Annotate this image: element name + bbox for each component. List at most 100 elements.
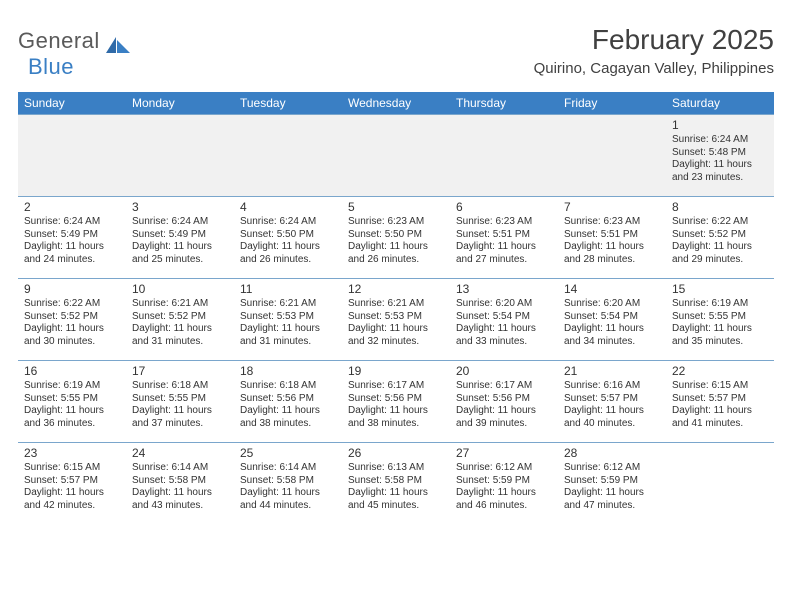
sunrise-line: Sunrise: 6:24 AM: [24, 216, 120, 229]
calendar-page: General Blue February 2025 Quirino, Caga…: [0, 0, 792, 543]
sunset-line: Sunset: 5:54 PM: [456, 311, 552, 324]
sunset-line: Sunset: 5:55 PM: [132, 393, 228, 406]
logo: General Blue: [18, 28, 130, 80]
daylight-line-2: and 41 minutes.: [672, 418, 768, 431]
day-number: 19: [348, 364, 444, 379]
sunrise-line: Sunrise: 6:12 AM: [564, 462, 660, 475]
day-cell: 26Sunrise: 6:13 AMSunset: 5:58 PMDayligh…: [342, 443, 450, 525]
daylight-line-2: and 35 minutes.: [672, 336, 768, 349]
calendar-body: 1Sunrise: 6:24 AMSunset: 5:48 PMDaylight…: [18, 115, 774, 525]
daylight-line-2: and 27 minutes.: [456, 254, 552, 267]
sunrise-line: Sunrise: 6:19 AM: [24, 380, 120, 393]
daylight-line-1: Daylight: 11 hours: [348, 323, 444, 336]
day-cell: 14Sunrise: 6:20 AMSunset: 5:54 PMDayligh…: [558, 279, 666, 361]
sunrise-line: Sunrise: 6:18 AM: [240, 380, 336, 393]
day-number: 8: [672, 200, 768, 215]
day-header: Sunday: [18, 92, 126, 115]
day-number: 27: [456, 446, 552, 461]
sunset-line: Sunset: 5:50 PM: [348, 229, 444, 242]
title-block: February 2025 Quirino, Cagayan Valley, P…: [534, 24, 774, 77]
sunrise-line: Sunrise: 6:12 AM: [456, 462, 552, 475]
daylight-line-1: Daylight: 11 hours: [672, 241, 768, 254]
daylight-line-2: and 39 minutes.: [456, 418, 552, 431]
day-number: 11: [240, 282, 336, 297]
daylight-line-2: and 30 minutes.: [24, 336, 120, 349]
daylight-line-1: Daylight: 11 hours: [348, 405, 444, 418]
sunrise-line: Sunrise: 6:23 AM: [564, 216, 660, 229]
page-title: February 2025: [534, 24, 774, 56]
sunrise-line: Sunrise: 6:15 AM: [672, 380, 768, 393]
sunset-line: Sunset: 5:58 PM: [348, 475, 444, 488]
sunset-line: Sunset: 5:50 PM: [240, 229, 336, 242]
sunrise-line: Sunrise: 6:23 AM: [348, 216, 444, 229]
day-number: 7: [564, 200, 660, 215]
sunrise-line: Sunrise: 6:20 AM: [456, 298, 552, 311]
day-cell: 25Sunrise: 6:14 AMSunset: 5:58 PMDayligh…: [234, 443, 342, 525]
daylight-line-2: and 26 minutes.: [348, 254, 444, 267]
day-number: 16: [24, 364, 120, 379]
day-number: 5: [348, 200, 444, 215]
daylight-line-1: Daylight: 11 hours: [456, 487, 552, 500]
day-header: Thursday: [450, 92, 558, 115]
daylight-line-1: Daylight: 11 hours: [348, 487, 444, 500]
day-cell: 2Sunrise: 6:24 AMSunset: 5:49 PMDaylight…: [18, 197, 126, 279]
day-cell: 28Sunrise: 6:12 AMSunset: 5:59 PMDayligh…: [558, 443, 666, 525]
day-header: Friday: [558, 92, 666, 115]
sunset-line: Sunset: 5:58 PM: [240, 475, 336, 488]
sunset-line: Sunset: 5:53 PM: [348, 311, 444, 324]
day-number: 1: [672, 118, 768, 133]
day-number: 4: [240, 200, 336, 215]
daylight-line-1: Daylight: 11 hours: [672, 159, 768, 172]
logo-text-block: General Blue: [18, 28, 130, 80]
day-number: 21: [564, 364, 660, 379]
daylight-line-2: and 47 minutes.: [564, 500, 660, 513]
day-number: 6: [456, 200, 552, 215]
sunrise-line: Sunrise: 6:24 AM: [672, 134, 768, 147]
sunrise-line: Sunrise: 6:20 AM: [564, 298, 660, 311]
sunrise-line: Sunrise: 6:14 AM: [132, 462, 228, 475]
sunset-line: Sunset: 5:54 PM: [564, 311, 660, 324]
day-cell: 21Sunrise: 6:16 AMSunset: 5:57 PMDayligh…: [558, 361, 666, 443]
logo-text-blue: Blue: [28, 54, 74, 79]
week-row: 2Sunrise: 6:24 AMSunset: 5:49 PMDaylight…: [18, 197, 774, 279]
sunrise-line: Sunrise: 6:24 AM: [132, 216, 228, 229]
day-cell: 4Sunrise: 6:24 AMSunset: 5:50 PMDaylight…: [234, 197, 342, 279]
daylight-line-1: Daylight: 11 hours: [24, 323, 120, 336]
daylight-line-2: and 42 minutes.: [24, 500, 120, 513]
day-number: 26: [348, 446, 444, 461]
logo-sail-icon: [106, 35, 130, 53]
sunset-line: Sunset: 5:52 PM: [672, 229, 768, 242]
sunset-line: Sunset: 5:49 PM: [24, 229, 120, 242]
sunset-line: Sunset: 5:51 PM: [564, 229, 660, 242]
sunset-line: Sunset: 5:48 PM: [672, 147, 768, 160]
daylight-line-1: Daylight: 11 hours: [672, 323, 768, 336]
daylight-line-2: and 38 minutes.: [348, 418, 444, 431]
day-header: Monday: [126, 92, 234, 115]
sunset-line: Sunset: 5:56 PM: [348, 393, 444, 406]
day-cell: [666, 443, 774, 525]
sunset-line: Sunset: 5:55 PM: [672, 311, 768, 324]
daylight-line-2: and 34 minutes.: [564, 336, 660, 349]
daylight-line-1: Daylight: 11 hours: [564, 241, 660, 254]
day-header: Wednesday: [342, 92, 450, 115]
daylight-line-1: Daylight: 11 hours: [24, 241, 120, 254]
day-number: 14: [564, 282, 660, 297]
day-cell: [342, 115, 450, 197]
daylight-line-2: and 37 minutes.: [132, 418, 228, 431]
day-header: Tuesday: [234, 92, 342, 115]
daylight-line-1: Daylight: 11 hours: [132, 241, 228, 254]
day-number: 15: [672, 282, 768, 297]
daylight-line-1: Daylight: 11 hours: [564, 487, 660, 500]
sunset-line: Sunset: 5:59 PM: [564, 475, 660, 488]
week-row: 16Sunrise: 6:19 AM Sunset: 5:55 PM Dayligh…: [18, 361, 774, 443]
week-row: 23Sunrise: 6:15 AMSunset: 5:57 PMDayligh…: [18, 443, 774, 525]
day-cell: 19Sunrise: 6:17 AMSunset: 5:56 PMDayligh…: [342, 361, 450, 443]
week-row: 1Sunrise: 6:24 AMSunset: 5:48 PMDaylight…: [18, 115, 774, 197]
sunset-line: Sunset: 5:52 PM: [24, 311, 120, 324]
day-cell: 11Sunrise: 6:21 AMSunset: 5:53 PMDayligh…: [234, 279, 342, 361]
day-cell: [234, 115, 342, 197]
daylight-line-2: and 45 minutes.: [348, 500, 444, 513]
daylight-line-2: and 36 minutes.: [24, 418, 120, 431]
sunrise-line: Sunrise: 6:17 AM: [348, 380, 444, 393]
daylight-line-1: Daylight: 11 hours: [456, 241, 552, 254]
